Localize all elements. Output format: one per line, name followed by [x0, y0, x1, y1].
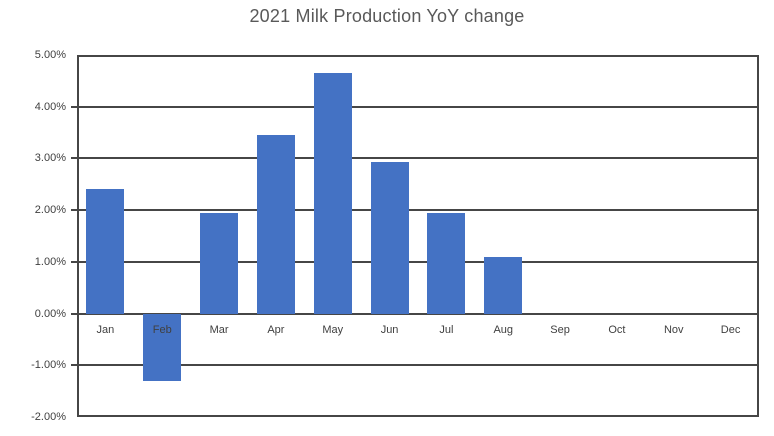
- plot-area: [71, 55, 759, 417]
- x-axis-label-oct: Oct: [608, 323, 626, 336]
- gridline: [71, 157, 759, 160]
- gridline: [71, 364, 759, 367]
- y-axis-label: 2.00%: [34, 204, 66, 217]
- x-axis-label-sep: Sep: [550, 323, 570, 336]
- gridline: [71, 209, 759, 212]
- x-axis-label-may: May: [322, 323, 344, 336]
- y-axis-label: 4.00%: [34, 100, 66, 113]
- y-axis-label: 5.00%: [34, 49, 66, 61]
- x-axis-label-jul: Jul: [439, 323, 454, 336]
- y-axis-label: -1.00%: [31, 359, 66, 372]
- bar-jul: [427, 212, 465, 314]
- x-axis-label-apr: Apr: [267, 323, 285, 336]
- y-axis-label: 3.00%: [34, 152, 66, 165]
- bar-jun: [371, 162, 409, 314]
- x-axis-label-mar: Mar: [209, 323, 229, 336]
- bar-aug: [484, 256, 522, 314]
- gridline: [71, 105, 759, 108]
- bar-feb: [143, 313, 181, 381]
- chart-title: 2021 Milk Production YoY change: [249, 6, 525, 26]
- x-axis-label-jun: Jun: [380, 323, 399, 336]
- gridline: [71, 312, 759, 315]
- x-axis-label-nov: Nov: [663, 323, 684, 336]
- x-axis-label-dec: Dec: [720, 323, 741, 336]
- bar-jan: [86, 189, 124, 314]
- gridline: [71, 260, 759, 263]
- bar-may: [314, 73, 352, 314]
- x-axis-label-jan: Jan: [96, 323, 115, 336]
- bar-mar: [200, 212, 238, 314]
- bar-apr: [257, 135, 295, 314]
- y-axis-label: 1.00%: [34, 255, 66, 268]
- y-axis-label: 0.00%: [34, 307, 66, 320]
- x-axis-label-feb: Feb: [152, 323, 172, 336]
- y-axis-label: -2.00%: [31, 411, 66, 423]
- x-axis-label-aug: Aug: [493, 323, 514, 336]
